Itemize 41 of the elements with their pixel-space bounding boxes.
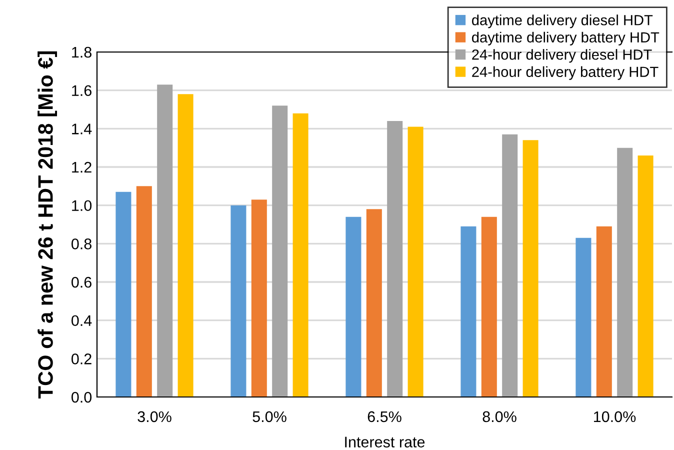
bar [502, 134, 518, 397]
bar [346, 216, 362, 397]
bar [617, 148, 633, 397]
x-tick-label: 6.5% [368, 411, 402, 422]
y-tick-label: 0.6 [72, 276, 92, 288]
legend-label: daytime delivery battery HDT [472, 32, 660, 46]
x-tick-label: 5.0% [252, 411, 286, 422]
x-tick-label: 8.0% [482, 411, 516, 422]
y-tick-label: 1.6 [72, 85, 92, 96]
bar [576, 238, 592, 397]
bar [116, 192, 132, 397]
bar [157, 84, 173, 397]
bar [136, 186, 152, 397]
y-tick-label: 1.8 [72, 46, 92, 58]
legend-label: daytime delivery diesel HDT [472, 14, 653, 28]
bar [366, 209, 382, 397]
bar [596, 226, 612, 397]
bar [387, 121, 403, 397]
bar [230, 205, 246, 397]
bar [481, 216, 497, 397]
y-axis-title: TCO of a new 26 t HDT 2018 [Mio €] [38, 51, 58, 398]
legend-label: 24-hour delivery battery HDT [472, 66, 658, 80]
bar [408, 126, 424, 397]
y-tick-label: 0.4 [72, 315, 92, 326]
bar [251, 200, 267, 397]
y-tick-label: 1.4 [72, 124, 92, 134]
y-tick-label: 0.0 [72, 392, 92, 403]
bar [460, 226, 476, 397]
y-tick-label: 1.0 [72, 200, 92, 212]
bar [638, 156, 654, 397]
x-tick-label: 10.0% [594, 411, 636, 422]
bar [178, 94, 194, 397]
x-tick-label: 3.0% [138, 411, 172, 422]
x-axis-title: Interest rate [345, 436, 425, 448]
bar [522, 140, 538, 397]
bar [272, 106, 288, 397]
y-tick-label: 0.2 [72, 354, 92, 364]
legend-label: 24-hour delivery diesel HDT [472, 49, 652, 63]
y-tick-label: 0.8 [72, 238, 92, 250]
bar [292, 113, 308, 397]
y-tick-label: 1.2 [72, 162, 92, 173]
